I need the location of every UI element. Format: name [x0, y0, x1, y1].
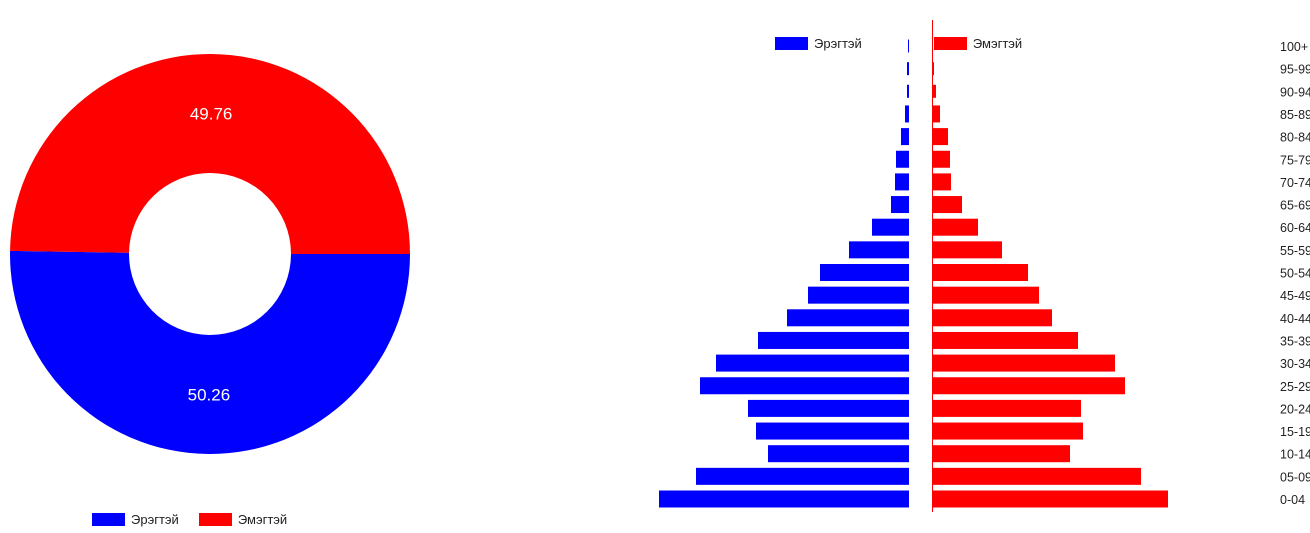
bar-male-100+ [908, 39, 909, 53]
bar-male-20-24 [748, 399, 909, 417]
donut-slice-female [10, 54, 411, 254]
pyramid-svg: 0-04 05-09 10-14 15-19 20-24 25-29 30-34 35-39 4… [659, 20, 1310, 512]
bar-male-30-34 [716, 354, 909, 372]
population-pyramid-chart: 0-04 05-09 10-14 15-19 20-24 25-29 30-34 35-39 4… [600, 0, 1310, 528]
bar-female-100+ [932, 39, 933, 53]
bar-female-10-14 [932, 445, 1070, 463]
age-group-label: 95-99 [1280, 63, 1310, 77]
bar-male-25-29 [700, 377, 909, 395]
donut-slice-male [9, 250, 411, 455]
donut-legend: Эрэгтэй Эмэгтэй [92, 512, 287, 527]
bar-male-55-59 [849, 241, 909, 259]
age-group-label: 70-74 [1280, 176, 1310, 190]
bar-female-20-24 [932, 399, 1081, 417]
bar-male-50-54 [820, 264, 909, 281]
bar-female-75-79 [932, 150, 950, 168]
donut-value-label-male: 50.26 [188, 385, 231, 404]
age-group-label: 65-69 [1280, 199, 1310, 213]
age-group-label: 05-09 [1280, 470, 1310, 484]
pyramid-legend-label-female: Эмэгтэй [972, 36, 1023, 51]
bar-female-60-64 [932, 218, 978, 236]
donut-svg: 50.26 49.76 [9, 54, 411, 455]
bar-male-40-44 [787, 309, 909, 327]
bar-female-05-09 [932, 467, 1141, 485]
legend-label-male: Эрэгтэй [131, 512, 179, 527]
age-group-label: 45-49 [1280, 289, 1310, 303]
bar-male-60-64 [872, 218, 909, 236]
bar-female-35-39 [932, 331, 1078, 349]
bar-male-90-94 [907, 84, 909, 98]
bar-female-0-04 [932, 490, 1168, 508]
bar-male-0-04 [659, 490, 909, 508]
age-group-label: 75-79 [1280, 153, 1310, 167]
bar-male-65-69 [891, 196, 909, 214]
age-group-label: 30-34 [1280, 357, 1310, 371]
bar-female-50-54 [932, 264, 1028, 281]
bar-male-05-09 [696, 467, 909, 485]
bar-female-55-59 [932, 241, 1002, 259]
bar-male-70-74 [895, 173, 909, 191]
age-group-label: 20-24 [1280, 402, 1310, 416]
bar-male-45-49 [808, 286, 909, 304]
age-group-label: 10-14 [1280, 448, 1310, 462]
pyramid-legend-swatch-male [775, 37, 808, 50]
legend-label-female: Эмэгтэй [237, 512, 288, 527]
age-group-label: 55-59 [1280, 244, 1310, 258]
age-group-label: 100+ [1280, 40, 1308, 54]
bar-male-80-84 [901, 128, 909, 146]
bar-male-85-89 [905, 105, 909, 123]
bar-female-95-99 [932, 62, 934, 76]
pyramid-legend-label-male: Эрэгтэй [814, 36, 862, 51]
age-group-label: 0-04 [1280, 493, 1305, 507]
bar-female-80-84 [932, 128, 948, 146]
legend-swatch-male [92, 513, 125, 526]
bar-male-75-79 [896, 150, 909, 168]
bar-male-95-99 [907, 62, 909, 76]
bar-male-10-14 [768, 445, 909, 463]
age-group-label: 35-39 [1280, 334, 1310, 348]
bar-female-85-89 [932, 105, 940, 123]
bar-male-15-19 [756, 422, 909, 440]
bar-female-45-49 [932, 286, 1039, 304]
age-group-label: 25-29 [1280, 380, 1310, 394]
age-group-label: 85-89 [1280, 108, 1310, 122]
bar-female-70-74 [932, 173, 951, 191]
bar-female-65-69 [932, 196, 962, 214]
bar-female-40-44 [932, 309, 1052, 327]
legend-swatch-female [198, 513, 232, 526]
sex-ratio-donut-chart: 50.26 49.76 Эрэгтэй Эмэгтэй [0, 0, 420, 528]
bar-female-30-34 [932, 354, 1115, 372]
bar-female-15-19 [932, 422, 1083, 440]
bar-female-90-94 [932, 84, 936, 98]
pyramid-legend: Эрэгтэй Эмэгтэй [775, 36, 1022, 51]
age-group-label: 15-19 [1280, 425, 1310, 439]
age-group-label: 40-44 [1280, 312, 1310, 326]
bar-female-25-29 [932, 377, 1125, 395]
pyramid-legend-swatch-female [933, 37, 967, 50]
age-group-label: 60-64 [1280, 221, 1310, 235]
donut-value-label-female: 49.76 [190, 105, 233, 124]
age-group-label: 50-54 [1280, 267, 1310, 281]
age-group-label: 90-94 [1280, 85, 1310, 99]
bar-male-35-39 [758, 331, 909, 349]
age-group-label: 80-84 [1280, 131, 1310, 145]
